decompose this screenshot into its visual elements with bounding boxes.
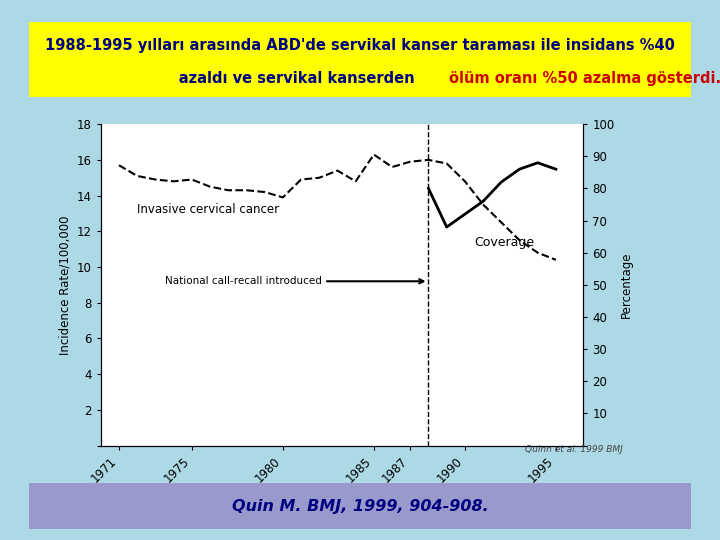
Text: ölüm oranı %50 azalma gösterdi.: ölüm oranı %50 azalma gösterdi. [449, 71, 720, 86]
Y-axis label: Incidence Rate/100,000: Incidence Rate/100,000 [58, 215, 71, 355]
Text: 1988-1995 yılları arasında ABD'de servikal kanser taraması ile insidans %40: 1988-1995 yılları arasında ABD'de servik… [45, 38, 675, 53]
Text: National call-recall introduced: National call-recall introduced [164, 276, 423, 286]
Text: Invasive cervical cancer: Invasive cervical cancer [138, 204, 279, 217]
Text: Quinn et al. 1999 BMJ: Quinn et al. 1999 BMJ [525, 445, 623, 454]
X-axis label: Year: Year [329, 490, 355, 503]
Text: Coverage: Coverage [474, 237, 534, 249]
Text: azaldı ve servikal kanserden ölüm oranı %50 azalma gösterdi.: azaldı ve servikal kanserden ölüm oranı … [88, 71, 632, 86]
Text: azaldı ve servikal kanserden: azaldı ve servikal kanserden [148, 71, 420, 86]
Y-axis label: Percentage: Percentage [620, 252, 633, 318]
Text: Quin M. BMJ, 1999, 904-908.: Quin M. BMJ, 1999, 904-908. [232, 499, 488, 514]
